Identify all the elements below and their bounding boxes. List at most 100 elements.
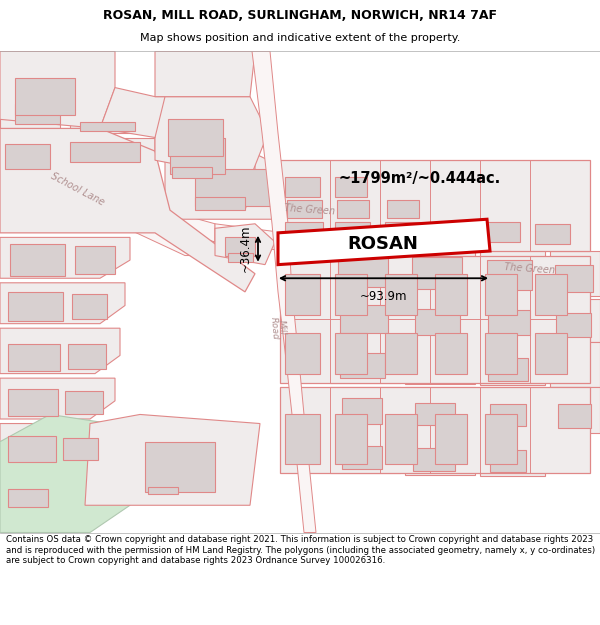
Polygon shape <box>535 332 567 374</box>
Polygon shape <box>165 151 305 219</box>
Text: ~93.9m: ~93.9m <box>360 290 407 303</box>
Polygon shape <box>338 251 388 288</box>
Polygon shape <box>168 119 223 156</box>
Polygon shape <box>8 436 56 462</box>
Text: The Green: The Green <box>284 203 336 217</box>
Polygon shape <box>535 224 570 244</box>
Polygon shape <box>435 274 467 314</box>
Text: ~1799m²/~0.444ac.: ~1799m²/~0.444ac. <box>339 171 501 186</box>
Polygon shape <box>0 378 115 419</box>
Polygon shape <box>0 282 125 324</box>
Polygon shape <box>280 388 590 474</box>
Polygon shape <box>85 414 260 505</box>
Polygon shape <box>155 51 255 97</box>
Polygon shape <box>145 442 215 492</box>
Polygon shape <box>63 438 98 460</box>
Polygon shape <box>0 424 110 464</box>
Text: School Lane: School Lane <box>50 171 106 208</box>
Polygon shape <box>8 292 63 321</box>
Text: ROSAN: ROSAN <box>347 235 418 252</box>
Polygon shape <box>287 200 322 218</box>
Polygon shape <box>558 404 591 428</box>
Polygon shape <box>285 274 320 314</box>
Text: Contains OS data © Crown copyright and database right 2021. This information is : Contains OS data © Crown copyright and d… <box>6 535 595 565</box>
Polygon shape <box>165 210 215 242</box>
Polygon shape <box>330 242 400 292</box>
Polygon shape <box>485 222 520 242</box>
Polygon shape <box>550 299 600 342</box>
Polygon shape <box>68 344 106 369</box>
Polygon shape <box>70 142 140 162</box>
Polygon shape <box>488 358 528 381</box>
Polygon shape <box>485 332 517 374</box>
Polygon shape <box>335 332 367 374</box>
Polygon shape <box>72 294 107 319</box>
Text: Mill
Road: Mill Road <box>268 316 287 341</box>
Polygon shape <box>5 144 50 169</box>
Polygon shape <box>385 332 417 374</box>
Polygon shape <box>340 306 388 332</box>
Polygon shape <box>215 224 275 264</box>
Polygon shape <box>100 88 165 138</box>
Text: The Green: The Green <box>504 262 556 276</box>
Polygon shape <box>280 160 590 251</box>
Polygon shape <box>485 414 517 464</box>
Polygon shape <box>70 119 150 133</box>
Polygon shape <box>0 51 115 128</box>
Polygon shape <box>435 332 467 374</box>
Polygon shape <box>330 432 400 474</box>
Polygon shape <box>412 258 462 289</box>
Polygon shape <box>535 274 567 314</box>
Polygon shape <box>285 332 320 374</box>
Polygon shape <box>385 414 417 464</box>
Polygon shape <box>342 446 382 469</box>
Polygon shape <box>385 222 420 242</box>
Polygon shape <box>80 122 135 131</box>
Polygon shape <box>415 309 460 334</box>
Polygon shape <box>148 487 178 494</box>
Polygon shape <box>480 432 545 476</box>
Polygon shape <box>195 169 270 206</box>
Polygon shape <box>385 274 417 314</box>
Polygon shape <box>335 414 367 464</box>
Polygon shape <box>405 246 475 294</box>
Polygon shape <box>550 342 600 388</box>
Polygon shape <box>435 414 467 464</box>
Polygon shape <box>8 389 58 416</box>
Polygon shape <box>8 344 60 371</box>
Text: Map shows position and indicative extent of the property.: Map shows position and indicative extent… <box>140 33 460 44</box>
Polygon shape <box>0 414 145 532</box>
Polygon shape <box>335 176 367 196</box>
Polygon shape <box>487 260 532 290</box>
Polygon shape <box>330 296 400 338</box>
Polygon shape <box>280 256 590 382</box>
Polygon shape <box>485 274 517 314</box>
Polygon shape <box>480 249 545 294</box>
Polygon shape <box>405 296 475 339</box>
Polygon shape <box>340 352 385 378</box>
Polygon shape <box>0 238 130 278</box>
Polygon shape <box>65 391 103 414</box>
Polygon shape <box>15 79 75 115</box>
Polygon shape <box>342 398 382 424</box>
Polygon shape <box>480 298 545 340</box>
Polygon shape <box>215 224 600 292</box>
Polygon shape <box>278 219 490 264</box>
Polygon shape <box>337 200 369 218</box>
Polygon shape <box>10 244 65 276</box>
Polygon shape <box>75 246 115 274</box>
Polygon shape <box>488 310 530 336</box>
Polygon shape <box>65 138 155 165</box>
Polygon shape <box>8 489 48 507</box>
Polygon shape <box>15 104 60 124</box>
Polygon shape <box>0 328 120 374</box>
Polygon shape <box>228 253 253 262</box>
Polygon shape <box>335 222 370 242</box>
Polygon shape <box>335 274 367 314</box>
Polygon shape <box>0 128 255 292</box>
Polygon shape <box>172 168 212 178</box>
Polygon shape <box>415 402 455 426</box>
Polygon shape <box>195 196 245 210</box>
Polygon shape <box>330 388 400 428</box>
Polygon shape <box>490 450 526 472</box>
